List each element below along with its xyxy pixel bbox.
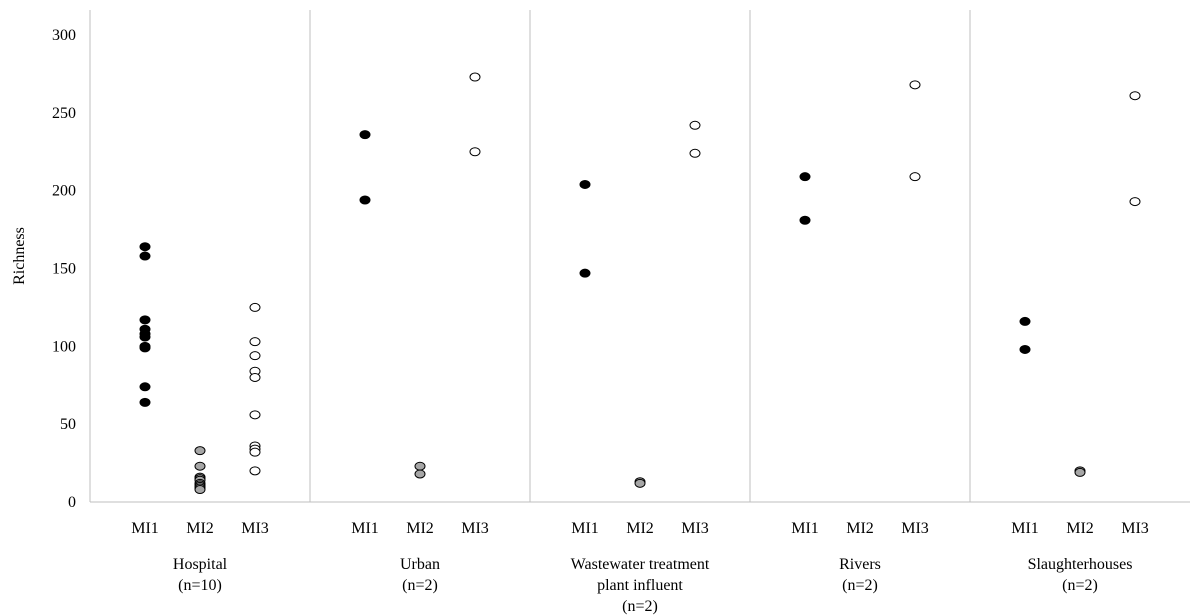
data-point-mi1 [1019, 344, 1031, 354]
data-point-mi3 [689, 120, 701, 130]
y-tick-label: 100 [52, 338, 76, 355]
data-point-mi1 [799, 172, 811, 182]
axes [89, 10, 1190, 503]
data-point-mi2 [414, 461, 426, 471]
y-tick-label: 250 [52, 105, 76, 122]
data-point-mi3 [249, 447, 261, 457]
y-tick-label: 300 [52, 27, 76, 44]
y-axis-label: Richness [11, 227, 28, 285]
data-point-mi2 [634, 478, 646, 488]
data-point-mi1 [579, 179, 591, 189]
data-point-mi3 [249, 351, 261, 361]
y-tick-label: 200 [52, 183, 76, 200]
data-point-mi3 [249, 466, 261, 476]
group-label: Wastewater treatment [571, 556, 710, 573]
y-tick-label: 50 [60, 416, 76, 433]
data-point-mi3 [689, 148, 701, 158]
data-point-mi2 [1074, 467, 1086, 477]
data-point-mi3 [249, 372, 261, 382]
data-point-mi1 [579, 268, 591, 278]
group-label: Hospital [173, 556, 228, 573]
data-point-mi1 [139, 242, 151, 252]
data-points [139, 72, 1141, 495]
group-label: Slaughterhouses [1028, 556, 1133, 573]
subcategory-label: MI3 [241, 520, 269, 537]
subcategory-label: MI3 [901, 520, 929, 537]
data-point-mi3 [1129, 91, 1141, 101]
subcategory-label: MI2 [1066, 520, 1094, 537]
group-labels: Hospital (n=10) Urban (n=2) Wastewater treat… [173, 556, 1133, 615]
y-tick-label: 150 [52, 261, 76, 278]
group-label: plant influent [597, 577, 683, 594]
data-point-mi3 [909, 80, 921, 90]
subcategory-labels: MI1 MI2 MI3 MI1 MI2 MI3 MI1 MI2 MI3 MI1 MI2 MI3 MI1 M… [131, 520, 1149, 537]
group-dividers [309, 10, 971, 502]
group-label: (n=10) [178, 577, 222, 594]
subcategory-label: MI3 [681, 520, 709, 537]
data-point-mi2 [194, 461, 206, 471]
y-tick-label: 0 [68, 494, 76, 511]
data-point-mi3 [1129, 197, 1141, 207]
data-point-mi1 [139, 382, 151, 392]
data-point-mi1 [359, 130, 371, 140]
subcategory-label: MI1 [1011, 520, 1039, 537]
data-point-mi3 [469, 147, 481, 157]
data-point-mi3 [249, 302, 261, 312]
data-point-mi2 [414, 469, 426, 479]
data-point-mi3 [469, 72, 481, 82]
data-point-mi1 [1019, 316, 1031, 326]
y-axis-tick-labels: 0 50 100 150 200 250 300 [52, 27, 76, 511]
data-point-mi2 [194, 446, 206, 456]
group-label: (n=2) [622, 598, 658, 615]
data-point-mi1 [139, 397, 151, 407]
group-label: Urban [400, 556, 440, 573]
group-label: (n=2) [842, 577, 878, 594]
data-point-mi2 [194, 485, 206, 495]
subcategory-label: MI1 [571, 520, 599, 537]
data-point-mi1 [139, 315, 151, 325]
group-label: (n=2) [402, 577, 438, 594]
data-point-mi1 [799, 215, 811, 225]
data-point-mi1 [359, 195, 371, 205]
subcategory-label: MI3 [461, 520, 489, 537]
subcategory-label: MI1 [791, 520, 819, 537]
data-point-mi1 [139, 343, 151, 353]
data-point-mi3 [249, 410, 261, 420]
data-point-mi1 [139, 332, 151, 342]
subcategory-label: MI3 [1121, 520, 1149, 537]
group-label: Rivers [839, 556, 881, 573]
subcategory-label: MI2 [186, 520, 214, 537]
subcategory-label: MI2 [406, 520, 434, 537]
subcategory-label: MI1 [351, 520, 379, 537]
data-point-mi3 [909, 172, 921, 182]
group-label: (n=2) [1062, 577, 1098, 594]
subcategory-label: MI1 [131, 520, 159, 537]
data-point-mi1 [139, 251, 151, 261]
subcategory-label: MI2 [626, 520, 654, 537]
subcategory-label: MI2 [846, 520, 874, 537]
data-point-mi3 [249, 337, 261, 347]
